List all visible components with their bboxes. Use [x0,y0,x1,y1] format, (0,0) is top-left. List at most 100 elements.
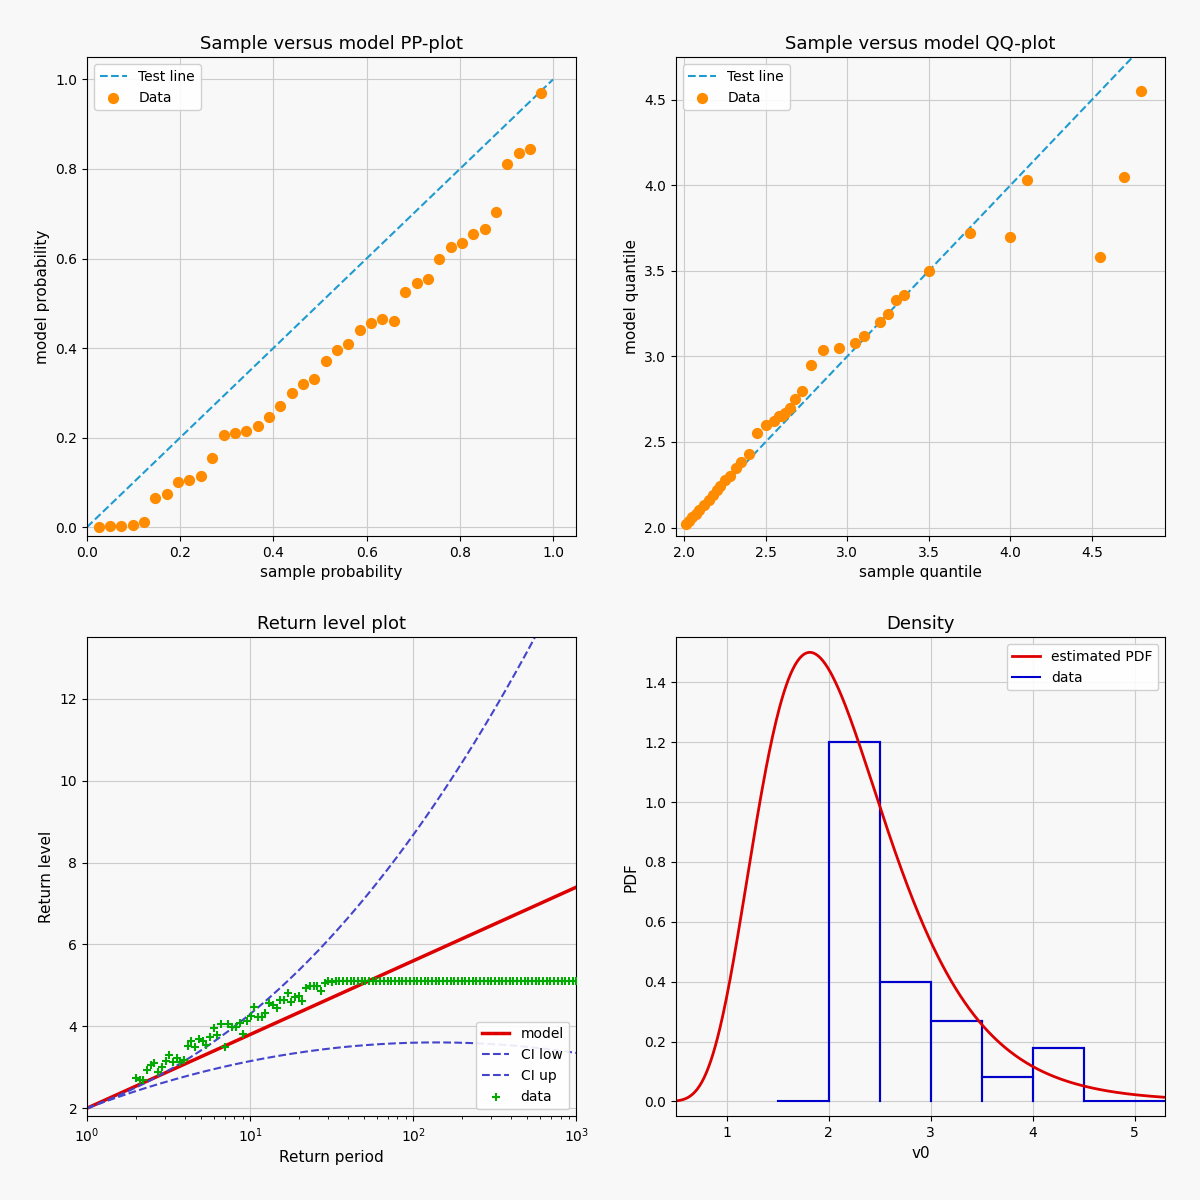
Y-axis label: model probability: model probability [35,229,49,364]
data [426,972,445,991]
estimated PDF [803,646,817,660]
Data [452,233,472,252]
CI up [569,550,583,564]
Data [203,448,222,467]
Data [1115,167,1134,186]
estimated PDF [1003,1045,1018,1060]
X-axis label: sample quantile: sample quantile [859,565,982,581]
data [485,972,504,991]
data [200,1027,220,1046]
Legend: estimated PDF, data: estimated PDF, data [1007,644,1158,690]
Data [1091,247,1110,266]
estimated PDF [936,960,950,974]
data [545,972,564,991]
data [248,1008,268,1027]
estimated PDF [940,966,954,980]
Data [305,370,324,389]
data [142,1055,161,1074]
data [474,972,493,991]
data [130,1070,149,1090]
data [364,972,383,991]
Data [1001,227,1020,246]
data [186,1038,205,1057]
data [326,972,346,991]
data [529,972,548,991]
Y-axis label: model quantile: model quantile [624,239,638,354]
Data [236,421,256,440]
data [385,972,404,991]
data [145,1054,164,1073]
Data [715,470,734,490]
CI low [524,1040,539,1055]
data [449,972,468,991]
Data [328,341,347,360]
Data [293,374,312,394]
data [515,972,534,991]
data [382,972,401,991]
Data [134,512,154,532]
data [138,1060,157,1079]
Y-axis label: Return level: Return level [40,830,54,923]
Line: CI up: CI up [88,557,576,1109]
Data [168,473,187,492]
data [500,972,520,991]
data [470,972,490,991]
data [538,972,557,991]
data [415,972,434,991]
Data [157,484,176,503]
estimated PDF [973,1015,988,1030]
data [422,972,442,991]
Data [396,282,415,301]
data [433,972,452,991]
data [266,998,286,1018]
Legend: Test line, Data: Test line, Data [94,64,200,110]
data [566,972,586,991]
data [178,1037,197,1056]
CI low [371,1037,385,1051]
data [193,1031,212,1050]
data [152,1057,172,1076]
Data [180,470,199,490]
X-axis label: Return period: Return period [280,1151,384,1165]
data [401,972,420,991]
Data [732,452,751,472]
data [440,972,460,991]
data [437,972,456,991]
Data [769,407,788,426]
Line: CI low: CI low [88,1043,576,1109]
Data [282,383,301,402]
model [569,880,583,894]
model [492,914,506,929]
data [378,972,397,991]
data [238,1012,257,1031]
Data [486,202,505,221]
Data [676,515,695,534]
Data [419,269,438,288]
data [190,1030,209,1049]
data [230,1014,250,1033]
CI low [82,1100,96,1115]
data [511,972,530,991]
Data [350,320,370,340]
data [522,972,541,991]
data [552,972,571,991]
CI up [523,638,538,653]
data [493,972,512,991]
data [316,973,335,992]
Data [748,424,767,443]
CI up [370,876,384,890]
Data [361,314,380,334]
data [556,972,575,991]
data [133,1070,152,1090]
data [392,972,412,991]
Data [802,355,821,374]
model [379,966,394,980]
data [300,977,319,996]
Data [792,382,811,401]
data [170,1052,190,1072]
Data [846,334,865,353]
data [348,972,367,991]
CI up [371,874,385,888]
data [241,1006,260,1025]
Data [146,488,166,508]
